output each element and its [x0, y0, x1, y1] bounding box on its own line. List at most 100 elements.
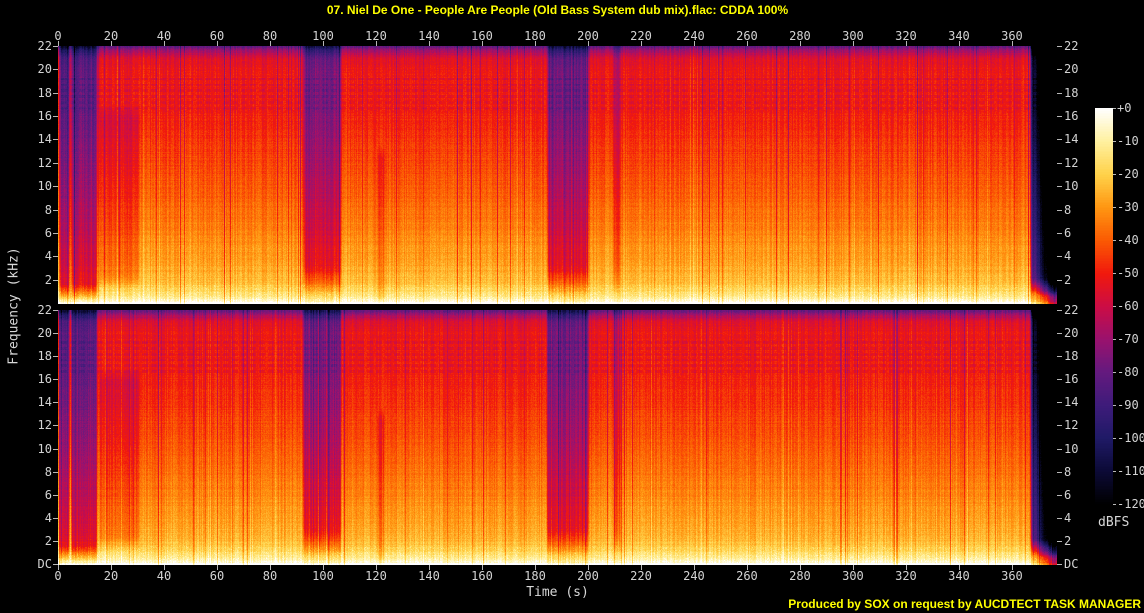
time-tick-mark-top	[746, 41, 748, 46]
freq-tick-mark-right	[1057, 69, 1062, 71]
dbfs-tick-label: -50	[1117, 266, 1139, 280]
freq-tick-mark-left	[53, 379, 58, 381]
freq-tick-label-left: 18	[37, 349, 52, 364]
time-tick-label-top: 180	[524, 29, 546, 43]
freq-tick-label-right: 22	[1064, 39, 1079, 53]
time-tick-label-bottom: 180	[524, 569, 546, 583]
dbfs-tick-label: -10	[1117, 134, 1139, 148]
freq-tick-label-left: 18	[37, 85, 52, 100]
dbfs-tick-label: -20	[1117, 167, 1139, 181]
freq-tick-label-right: 18	[1064, 85, 1079, 100]
time-tick-mark-bottom	[905, 565, 907, 570]
time-tick-label-bottom: 240	[683, 569, 705, 583]
freq-tick-mark-left	[53, 256, 58, 258]
freq-tick-mark-right	[1057, 402, 1062, 404]
time-tick-mark-top	[534, 41, 536, 46]
freq-tick-label-left: 8	[44, 464, 52, 479]
time-tick-label-top: 340	[948, 29, 970, 43]
freq-tick-mark-right	[1057, 92, 1062, 94]
time-tick-mark-bottom	[799, 565, 801, 570]
freq-tick-mark-left	[53, 333, 58, 335]
freq-tick-mark-left	[53, 494, 58, 496]
dbfs-tick-label: -110	[1117, 464, 1144, 478]
dbfs-tick-label: +0	[1117, 101, 1132, 115]
time-tick-label-bottom: 260	[736, 569, 758, 583]
freq-tick-label-left: 10	[37, 441, 52, 456]
freq-tick-mark-right	[1057, 139, 1062, 141]
dbfs-tick-mark	[1113, 273, 1116, 274]
time-tick-mark-bottom	[322, 565, 324, 570]
time-tick-mark-bottom	[958, 565, 960, 570]
freq-tick-label-right: 2	[1064, 272, 1072, 287]
dbfs-tick-mark	[1113, 471, 1116, 472]
freq-tick-mark-left	[53, 139, 58, 141]
time-tick-mark-top	[58, 41, 59, 46]
footer-credit: Produced by SOX on request by AUCDTECT T…	[788, 597, 1141, 611]
time-tick-label-bottom: 340	[948, 569, 970, 583]
freq-tick-mark-left	[53, 471, 58, 473]
freq-tick-label-left: 6	[44, 225, 52, 240]
time-tick-mark-top	[905, 41, 907, 46]
time-tick-label-bottom: 300	[842, 569, 864, 583]
freq-tick-label-left: 6	[44, 487, 52, 502]
freq-tick-mark-right	[1057, 471, 1062, 473]
freq-tick-label-left: 2	[44, 533, 52, 548]
freq-tick-mark-right	[1057, 256, 1062, 258]
time-tick-label-top: 260	[736, 29, 758, 43]
dbfs-tick-label: -120	[1117, 497, 1144, 511]
time-tick-label-top: 140	[418, 29, 440, 43]
freq-tick-mark-left	[53, 162, 58, 164]
time-tick-label-top: 120	[365, 29, 387, 43]
freq-tick-label-left: 16	[37, 109, 52, 124]
dbfs-tick-label: -90	[1117, 398, 1139, 412]
freq-tick-label-right: 16	[1064, 109, 1079, 124]
freq-tick-label-left: 4	[44, 249, 52, 264]
time-tick-label-top: 240	[683, 29, 705, 43]
freq-tick-mark-right	[1057, 356, 1062, 358]
dbfs-tick-mark	[1113, 141, 1116, 142]
time-tick-mark-top	[958, 41, 960, 46]
freq-tick-mark-right	[1057, 540, 1062, 542]
freq-tick-label-right: 20	[1064, 62, 1079, 77]
freq-tick-mark-right	[1057, 425, 1062, 427]
freq-tick-label-left: 16	[37, 372, 52, 387]
freq-tick-label-right: 14	[1064, 395, 1079, 410]
time-tick-label-bottom: 80	[262, 569, 278, 583]
time-tick-mark-bottom	[481, 565, 483, 570]
time-tick-mark-bottom	[640, 565, 642, 570]
spectrogram-right-channel	[58, 310, 1057, 565]
page-title: 07. Niel De One - People Are People (Old…	[326, 3, 789, 17]
freq-tick-mark-right	[1057, 564, 1062, 565]
time-tick-mark-top	[693, 41, 695, 46]
freq-tick-mark-right	[1057, 379, 1062, 381]
time-tick-label-bottom: 360	[1001, 569, 1023, 583]
time-tick-mark-top	[110, 41, 112, 46]
time-tick-mark-top	[428, 41, 430, 46]
time-tick-label-top: 40	[156, 29, 172, 43]
time-tick-label-bottom: 40	[156, 569, 172, 583]
time-tick-label-top: 360	[1001, 29, 1023, 43]
time-tick-mark-top	[375, 41, 377, 46]
time-tick-label-top: 0	[54, 29, 62, 43]
freq-tick-label-left: 22	[37, 39, 52, 53]
dbfs-tick-mark	[1113, 306, 1116, 307]
time-tick-mark-bottom	[746, 565, 748, 570]
time-tick-label-top: 160	[471, 29, 493, 43]
time-tick-label-bottom: 100	[312, 569, 334, 583]
freq-tick-mark-left	[53, 425, 58, 427]
freq-tick-label-left: 20	[37, 62, 52, 77]
time-tick-mark-bottom	[587, 565, 589, 570]
time-tick-mark-bottom	[428, 565, 430, 570]
dbfs-tick-label: -80	[1117, 365, 1139, 379]
time-axis-title: Time (s)	[526, 585, 589, 600]
freq-tick-mark-right	[1057, 232, 1062, 234]
freq-tick-label-right: 10	[1064, 441, 1079, 456]
time-tick-label-top: 280	[789, 29, 811, 43]
dbfs-tick-label: -40	[1117, 233, 1139, 247]
spectrogram-left-channel	[58, 46, 1057, 304]
time-tick-mark-top	[163, 41, 165, 46]
dbfs-tick-label: -100	[1117, 431, 1144, 445]
freq-tick-mark-left	[53, 517, 58, 519]
freq-tick-label-left: 12	[37, 418, 52, 433]
time-tick-label-bottom: 140	[418, 569, 440, 583]
